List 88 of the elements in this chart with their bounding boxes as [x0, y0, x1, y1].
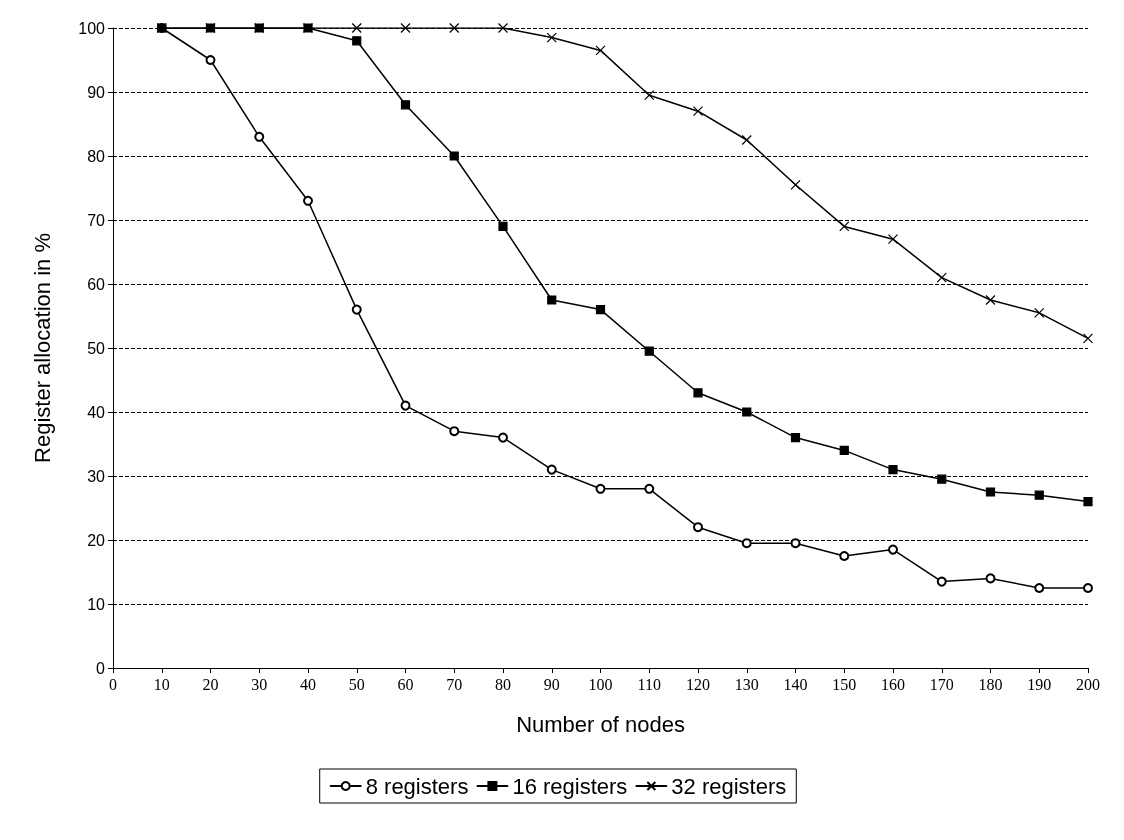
point — [839, 445, 849, 455]
point — [1082, 333, 1094, 344]
x-tick-label: 0 — [109, 675, 117, 693]
y-tick-label: 80 — [87, 147, 106, 165]
point — [888, 544, 898, 555]
x-tick-label: 190 — [1027, 675, 1052, 693]
x-tick-label: 180 — [978, 675, 1003, 693]
point — [498, 432, 508, 443]
point — [644, 90, 655, 101]
y-tick-label: 90 — [87, 83, 106, 101]
y-tick-label: 0 — [96, 659, 106, 677]
point — [595, 305, 606, 315]
x-tick-label: 100 — [588, 675, 613, 693]
point — [1034, 307, 1045, 318]
y-tick-label: 30 — [87, 467, 106, 485]
point — [741, 538, 752, 549]
x-tick-label: 170 — [929, 675, 954, 693]
point — [936, 272, 947, 283]
point — [741, 134, 752, 146]
x-tick-label: 140 — [783, 675, 808, 693]
point — [644, 346, 654, 356]
y-tick-label: 20 — [87, 531, 106, 549]
y-tick-label: 10 — [87, 595, 106, 613]
point — [790, 179, 801, 190]
point — [303, 195, 313, 206]
x-tick-label: 20 — [202, 675, 219, 693]
point — [595, 483, 606, 494]
x-tick-label: 50 — [348, 675, 365, 693]
y-tick-label: 100 — [78, 19, 106, 37]
point — [497, 22, 509, 34]
point — [449, 426, 460, 437]
point — [254, 131, 265, 142]
y-axis-title: Register allocation in % — [29, 233, 55, 463]
x-tick-label: 70 — [446, 675, 463, 693]
y-tick-label: 70 — [87, 211, 106, 229]
x-tick-label: 80 — [495, 675, 511, 693]
point — [790, 538, 801, 549]
x-tick-label: 90 — [543, 675, 560, 693]
x-tick-label: 30 — [251, 675, 268, 693]
legend-label: 16 registers — [512, 773, 628, 799]
point — [839, 221, 850, 232]
point — [985, 573, 996, 584]
point — [547, 295, 557, 305]
point — [400, 400, 411, 411]
point — [595, 45, 606, 56]
point — [887, 234, 899, 245]
x-tick-label: 130 — [734, 675, 759, 693]
point — [1034, 490, 1044, 500]
point — [985, 487, 996, 497]
x-tick-label: 150 — [832, 675, 857, 693]
x-tick-label: 120 — [686, 675, 710, 693]
point — [205, 55, 216, 65]
point — [693, 388, 703, 398]
point — [351, 304, 362, 315]
legend-label: 8 registers — [365, 773, 469, 799]
point — [400, 100, 411, 110]
y-tick-label: 50 — [87, 339, 106, 357]
point — [937, 474, 947, 484]
point — [644, 483, 655, 494]
point — [790, 433, 801, 443]
point — [449, 151, 459, 161]
x-tick-label: 10 — [153, 675, 170, 693]
point — [985, 294, 996, 306]
point — [742, 407, 752, 417]
point — [449, 22, 460, 34]
x-tick-label: 200 — [1076, 675, 1100, 693]
point — [400, 22, 411, 34]
point — [839, 551, 850, 561]
point — [351, 22, 362, 34]
point — [546, 464, 557, 475]
y-tick-label: 40 — [87, 403, 106, 421]
x-tick-label: 110 — [637, 675, 661, 693]
point — [888, 465, 898, 475]
point — [498, 221, 508, 231]
x-axis-title: Number of nodes — [516, 711, 685, 737]
point — [1034, 583, 1045, 593]
x-tick-label: 40 — [300, 675, 316, 693]
x-tick-label: 160 — [881, 675, 905, 693]
legend-label: 32 registers — [671, 773, 787, 799]
point — [936, 576, 947, 587]
point — [546, 32, 557, 43]
point — [1083, 583, 1093, 593]
point — [1083, 497, 1093, 507]
y-tick-label: 60 — [87, 275, 106, 293]
x-tick-label: 60 — [397, 675, 414, 693]
point — [693, 522, 703, 533]
point — [352, 36, 362, 46]
point — [692, 106, 704, 117]
